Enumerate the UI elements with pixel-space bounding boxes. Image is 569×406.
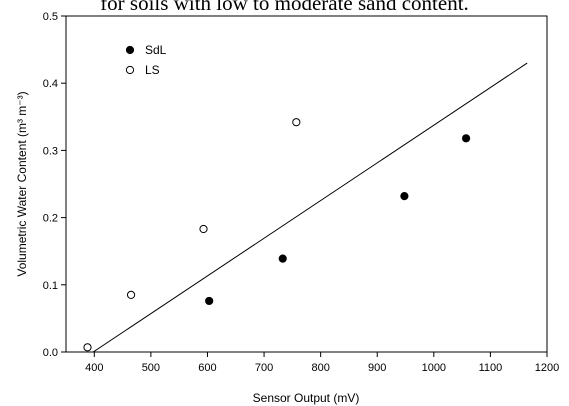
legend-marker-ls (125, 65, 135, 75)
x-tick-label: 700 (255, 362, 273, 374)
x-tick-label: 1100 (479, 362, 503, 374)
data-point-ls (126, 290, 136, 299)
y-tick-label: 0.3 (43, 145, 58, 157)
y-tick-label: 0.1 (43, 280, 58, 292)
x-tick-label: 500 (142, 362, 160, 374)
legend-label-sdl: SdL (145, 43, 167, 57)
data-point-ls (292, 118, 301, 127)
y-tick-label: 0.2 (43, 213, 58, 225)
x-tick-label: 400 (85, 362, 103, 374)
x-axis-label: Sensor Output (mV) (253, 391, 360, 405)
x-tick-label: 1200 (535, 362, 559, 374)
y-axis-label: Volumetric Water Content (m³ m⁻³) (15, 91, 29, 276)
regression-line (92, 62, 528, 352)
x-tick-label: 900 (368, 362, 386, 374)
data-point-ls (199, 224, 208, 234)
x-tick-label: 800 (311, 362, 329, 374)
legend-marker-sdl (125, 45, 135, 55)
y-tick-label: 0.0 (43, 347, 58, 359)
data-point-sdl (400, 191, 409, 201)
data-point-sdl (461, 134, 471, 143)
data-point-sdl (205, 296, 214, 306)
data-point-ls (83, 343, 92, 352)
figure-caption: for soils with low to moderate sand cont… (100, 0, 469, 15)
y-tick-label: 0.4 (43, 78, 58, 90)
legend-label-ls: LS (145, 63, 160, 77)
x-tick-label: 600 (198, 362, 216, 374)
y-tick-label: 0.5 (43, 11, 58, 23)
x-tick-label: 1000 (422, 362, 446, 374)
data-point-sdl (278, 254, 287, 263)
plot-frame (65, 15, 548, 353)
